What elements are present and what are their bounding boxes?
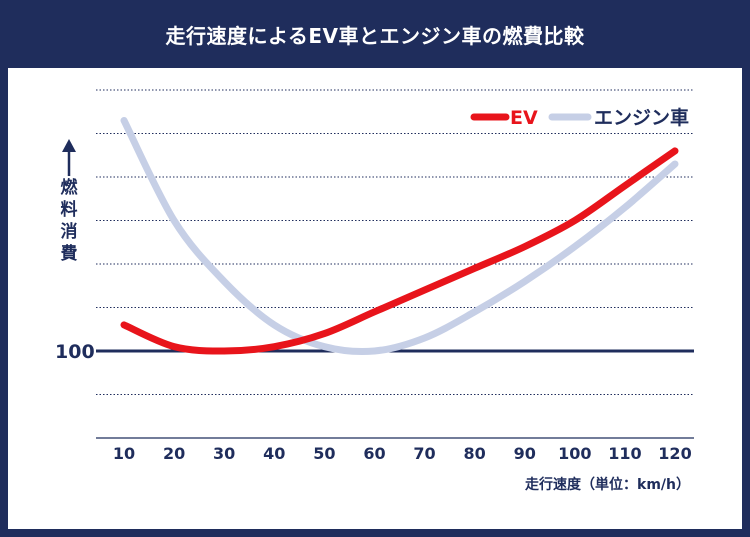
reference-line-label: 100 (55, 341, 95, 363)
y-axis-arrow-head (62, 139, 76, 152)
x-axis-label: 走行速度（単位：km/h） (525, 476, 690, 493)
legend-label-ev: EV (510, 107, 538, 129)
x-tick-label: 10 (113, 444, 135, 463)
x-tick-label: 70 (413, 444, 435, 463)
x-tick-label: 30 (213, 444, 235, 463)
y-axis-label-char: 費 (61, 243, 78, 264)
series-line-engine (120, 116, 679, 356)
chart-panel (8, 68, 742, 529)
x-tick-label: 80 (464, 444, 486, 463)
x-tick-label: 90 (514, 444, 536, 463)
x-tick-label: 60 (363, 444, 385, 463)
y-axis-label-char: 料 (61, 199, 78, 220)
y-axis-label-char: 燃 (61, 177, 79, 198)
x-tick-label: 120 (658, 444, 691, 463)
y-axis-label-char: 消 (61, 221, 78, 242)
x-tick-label: 40 (263, 444, 285, 463)
x-tick-label: 100 (558, 444, 591, 463)
x-tick-label: 20 (163, 444, 185, 463)
x-tick-label: 110 (608, 444, 641, 463)
legend-label-engine: エンジン車 (594, 106, 689, 129)
x-tick-label: 50 (313, 444, 335, 463)
series-line-ev (120, 147, 679, 355)
chart-title: 走行速度によるEV車とエンジン車の燃費比較 (165, 23, 585, 48)
